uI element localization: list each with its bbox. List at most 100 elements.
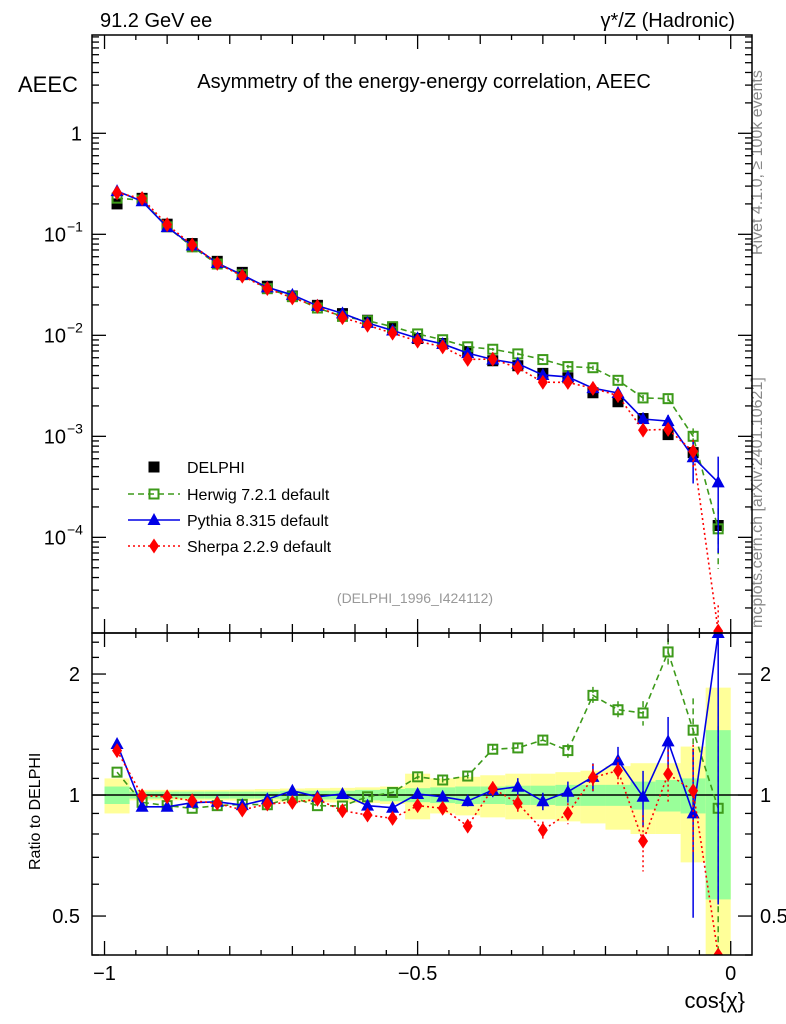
sherpa-point (337, 310, 348, 326)
analysis-id: (DELPHI_1996_I424112) (337, 590, 493, 606)
pythia-ratio-point (611, 753, 625, 766)
ratio-tick-label: 0.5 (52, 906, 80, 928)
herwig-point (537, 354, 549, 366)
sherpa-ratio-point (262, 796, 273, 812)
sherpa-ratio-point (537, 822, 548, 838)
ratio-tick-label: 1 (69, 785, 80, 807)
y-tick-label: 10 (44, 527, 66, 549)
legend: DELPHI Herwig 7.2.1 default Pythia 8.315 d… (128, 460, 332, 556)
sherpa-ratio-point (212, 795, 223, 811)
header-left: 91.2 GeV ee (100, 10, 212, 32)
herwig-ratio-point (111, 766, 123, 778)
sherpa-point (562, 374, 573, 390)
sherpa-point (512, 360, 523, 376)
pythia-ratio-point (461, 794, 475, 807)
legend-label: Herwig 7.2.1 default (187, 487, 330, 504)
y-axis-label: AEEC (18, 72, 78, 97)
sherpa-point (437, 339, 448, 355)
y-tick-label: 1 (71, 123, 82, 145)
pythia-point (711, 475, 725, 488)
ratio-tick-label: 2 (69, 664, 80, 686)
sherpa-ratio-point (162, 789, 173, 805)
sherpa-point (387, 325, 398, 341)
sherpa-ratio-point (462, 818, 473, 834)
herwig-point (637, 392, 649, 404)
sherpa-line (116, 191, 719, 632)
ratio-tick-label-right: 0.5 (760, 906, 786, 928)
header-right: γ*/Z (Hadronic) (601, 10, 735, 32)
pythia-ratio-point (386, 800, 400, 813)
sherpa-ratio-point (112, 743, 123, 759)
sherpa-point (462, 351, 473, 367)
x-tick-label: −1 (93, 963, 116, 985)
pythia-point (636, 411, 650, 424)
pythia-ratio-point (686, 806, 700, 819)
sherpa-ratio-point (337, 803, 348, 819)
sherpa-ratio-point (562, 805, 573, 821)
pythia-ratio-point (436, 789, 450, 802)
herwig-ratio-point (387, 786, 399, 798)
sherpa-point (287, 290, 298, 306)
ratio-tick-label-right: 1 (760, 785, 771, 807)
herwig-point (587, 362, 599, 374)
herwig-ratio-point (512, 742, 524, 754)
herwig-ratio-point (637, 707, 649, 719)
sherpa-point (312, 298, 323, 314)
pythia-ratio-point (335, 786, 349, 799)
pythia-ratio-point (285, 783, 299, 796)
sherpa-point (162, 217, 173, 233)
pythia-ratio-point (561, 784, 575, 797)
pythia-point (536, 367, 550, 380)
ratio-tick-label-right: 2 (760, 664, 771, 686)
sherpa-ratio-point (512, 795, 523, 811)
sherpa-ratio-point (187, 793, 198, 809)
sherpa-ratio-point (412, 798, 423, 814)
sherpa-ratio-point (663, 766, 674, 782)
ratio-y-label: Ratio to DELPHI (27, 753, 44, 870)
y-tick-exponent: −2 (67, 319, 83, 335)
sherpa-ratio-point (612, 763, 623, 779)
x-tick-label: 0 (725, 963, 736, 985)
y-tick-exponent: −4 (67, 521, 83, 537)
y-tick-label: 10 (44, 224, 66, 246)
herwig-ratio-point (412, 771, 424, 783)
herwig-ratio-point (687, 724, 699, 736)
pythia-ratio-point (711, 633, 725, 638)
legend-label: Sherpa 2.2.9 default (187, 539, 332, 556)
herwig-ratio-point (437, 774, 449, 786)
sherpa-point (688, 444, 699, 460)
legend-marker (149, 538, 159, 554)
pythia-ratio-point (361, 798, 375, 811)
y-tick-exponent: −3 (67, 420, 83, 436)
sherpa-ratio-point (312, 791, 323, 807)
sherpa-ratio-point (638, 833, 649, 849)
sherpa-point (187, 237, 198, 253)
x-axis-label: cos{χ} (685, 988, 745, 1013)
sherpa-ratio-point (487, 780, 498, 796)
y-tick-label: 10 (44, 325, 66, 347)
sherpa-ratio-point (287, 794, 298, 810)
herwig-ratio-point (662, 646, 674, 658)
pythia-point (661, 414, 675, 427)
sherpa-point (487, 351, 498, 367)
pythia-ratio-point (636, 789, 650, 802)
chart-title: Asymmetry of the energy-energy correlati… (197, 71, 651, 93)
sherpa-point (713, 623, 724, 633)
pythia-ratio-point (110, 736, 124, 749)
herwig-ratio-point (537, 734, 549, 746)
sherpa-point (237, 268, 248, 284)
pythia-ratio-point (536, 794, 550, 807)
herwig-ratio-point (487, 743, 499, 755)
legend-marker (148, 488, 160, 500)
legend-label: Pythia 8.315 default (187, 513, 329, 530)
sherpa-point (137, 191, 148, 207)
herwig-ratio-point (562, 745, 574, 757)
sherpa-point (262, 281, 273, 297)
herwig-ratio-point (462, 770, 474, 782)
pythia-ratio-point (411, 786, 425, 799)
pythia-ratio-point (160, 799, 174, 812)
herwig-point (662, 393, 674, 405)
sherpa-point (212, 255, 223, 271)
pythia-ratio-point (661, 734, 675, 747)
